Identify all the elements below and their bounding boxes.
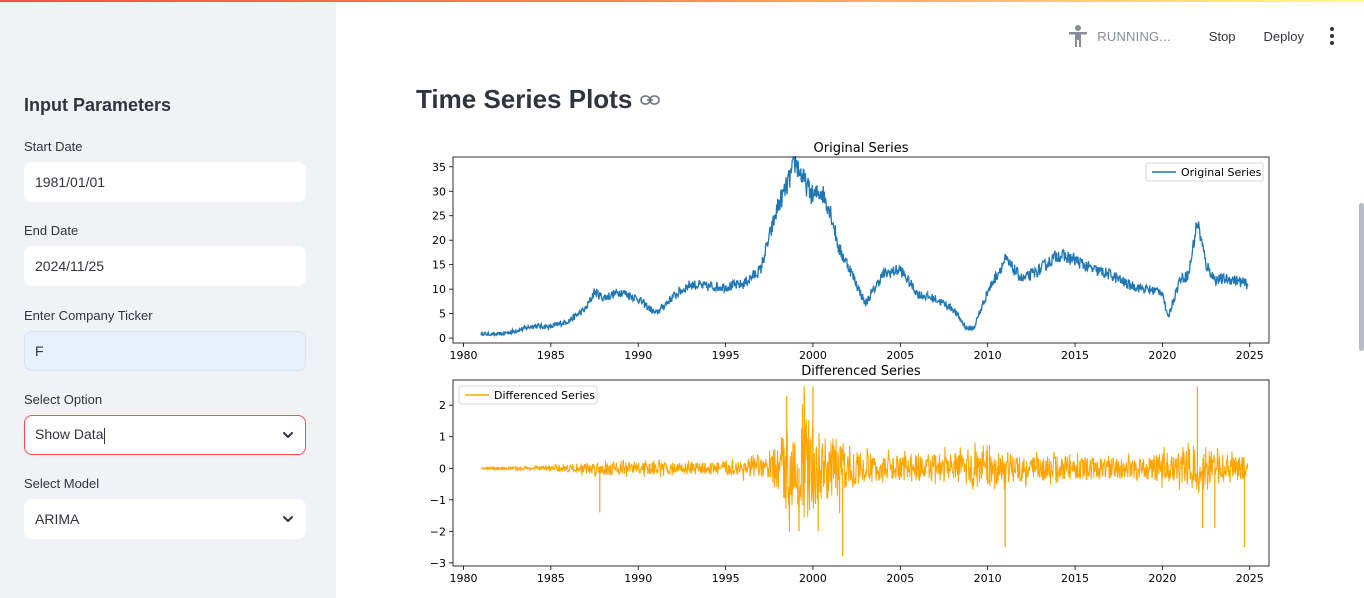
x-tick-label: 1985: [537, 572, 565, 585]
y-tick-label: 20: [432, 234, 446, 247]
main-area: RUNNING... Stop Deploy Time Series Plots…: [336, 0, 1364, 598]
ticker-value: F: [35, 343, 44, 359]
plot-frame: [452, 156, 1270, 344]
top-decoration-bar: [0, 0, 1364, 2]
model-value: ARIMA: [35, 511, 80, 527]
series-line-differenced: [480, 393, 1249, 533]
x-tick-label: 2010: [974, 572, 1002, 585]
y-tick-label: −2: [430, 525, 446, 538]
ticker-label: Enter Company Ticker: [24, 308, 153, 323]
y-tick-label: −3: [430, 557, 446, 570]
kebab-menu-icon[interactable]: [1324, 22, 1340, 50]
x-tick-label: 2005: [886, 572, 914, 585]
end-date-value: 2024/11/25: [35, 258, 105, 274]
x-tick-label: 2015: [1061, 572, 1089, 585]
start-date-value: 1981/01/01: [35, 174, 106, 190]
x-tick-label: 1980: [449, 572, 477, 585]
end-date-label: End Date: [24, 223, 79, 238]
ticker-input[interactable]: F: [24, 331, 306, 371]
chart-title: Original Series: [814, 141, 909, 156]
sidebar: Input Parameters Start Date 1981/01/01 E…: [0, 0, 336, 598]
running-status: RUNNING...: [1097, 28, 1171, 44]
y-tick-label: 0: [439, 332, 446, 345]
page-title-text: Time Series Plots: [416, 84, 633, 114]
x-tick-label: 2000: [799, 349, 827, 362]
start-date-label: Start Date: [24, 139, 83, 154]
x-tick-label: 1990: [624, 349, 652, 362]
x-tick-label: 2015: [1061, 349, 1089, 362]
y-tick-label: −1: [430, 494, 446, 507]
x-tick-label: 2020: [1148, 572, 1176, 585]
option-value: Show Data: [35, 426, 104, 443]
sidebar-title: Input Parameters: [24, 95, 172, 115]
plot-frame: [452, 379, 1270, 567]
y-tick-label: 10: [432, 283, 446, 296]
x-tick-label: 2000: [799, 572, 827, 585]
legend-label: Differenced Series: [494, 389, 595, 402]
x-tick-label: 2010: [974, 349, 1002, 362]
x-tick-label: 1990: [624, 572, 652, 585]
legend-box: [458, 385, 598, 405]
y-tick-label: 0: [439, 462, 446, 475]
option-select[interactable]: Show Data: [24, 415, 306, 455]
y-tick-label: 30: [432, 185, 446, 198]
x-tick-label: 2025: [1236, 349, 1264, 362]
text-cursor: [104, 427, 106, 444]
x-tick-label: 2005: [886, 349, 914, 362]
stop-button[interactable]: Stop: [1208, 28, 1236, 44]
x-tick-label: 1985: [537, 349, 565, 362]
series-line-original: [480, 155, 1249, 338]
link-icon[interactable]: [640, 94, 661, 106]
page-title: Time Series Plots: [416, 84, 661, 115]
y-tick-label: 2: [439, 399, 446, 412]
chevron-down-icon: [283, 432, 293, 438]
model-select[interactable]: ARIMA: [24, 499, 306, 539]
start-date-input[interactable]: 1981/01/01: [24, 162, 306, 202]
y-tick-label: 15: [432, 259, 446, 272]
option-label: Select Option: [24, 392, 103, 407]
x-tick-label: 1995: [712, 349, 740, 362]
x-tick-label: 1980: [449, 349, 477, 362]
x-tick-label: 1995: [712, 572, 740, 585]
y-tick-label: 1: [439, 431, 446, 444]
model-label: Select Model: [24, 476, 100, 491]
legend-box: [1145, 162, 1264, 182]
deploy-button[interactable]: Deploy: [1263, 28, 1304, 44]
app-toolbar: RUNNING... Stop Deploy: [1067, 22, 1340, 50]
y-tick-label: 5: [439, 308, 446, 321]
chart-title: Differenced Series: [801, 364, 921, 379]
y-tick-label: 35: [432, 161, 446, 174]
y-tick-label: 25: [432, 210, 446, 223]
end-date-input[interactable]: 2024/11/25: [24, 246, 306, 286]
legend-label: Original Series: [1181, 166, 1262, 179]
chevron-down-icon: [283, 516, 293, 522]
running-person-icon: [1069, 25, 1088, 47]
scrollbar[interactable]: [1359, 203, 1364, 351]
x-tick-label: 2025: [1236, 572, 1264, 585]
x-tick-label: 2020: [1148, 349, 1176, 362]
